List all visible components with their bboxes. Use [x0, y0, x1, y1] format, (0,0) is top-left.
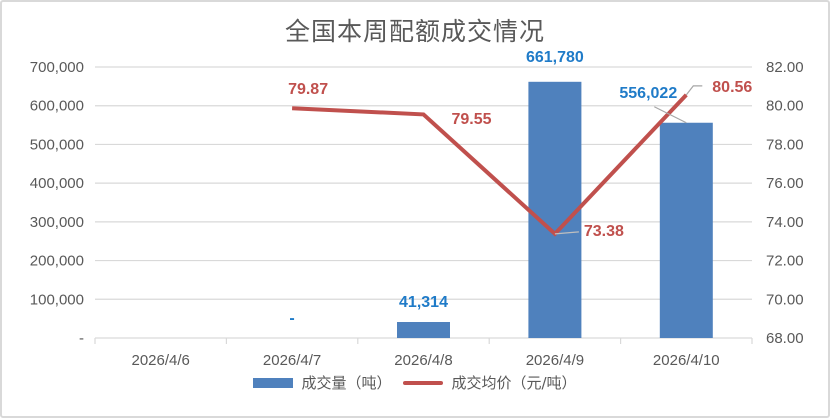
y-right-tick: 78.00: [766, 136, 804, 153]
legend-item-price[interactable]: 成交均价（元/吨）: [403, 372, 577, 393]
bar[interactable]: [659, 122, 713, 338]
bar-data-label: 556,022: [619, 85, 677, 102]
chart-legend: 成交量（吨） 成交均价（元/吨）: [0, 372, 830, 393]
y-right-tick: 68.00: [766, 330, 804, 347]
y-left-tick: 300,000: [30, 214, 84, 231]
y-left-tick: -: [79, 330, 84, 347]
legend-item-volume[interactable]: 成交量（吨）: [253, 372, 391, 393]
y-right-tick: 74.00: [766, 214, 804, 231]
legend-label-volume: 成交量（吨）: [301, 374, 392, 392]
y-right-tick: 80.00: [766, 98, 804, 115]
bar[interactable]: [397, 322, 450, 338]
y-left-tick: 700,000: [30, 59, 84, 76]
y-right-tick: 70.00: [766, 291, 804, 308]
bar[interactable]: [528, 81, 582, 338]
line-data-label: 79.87: [288, 81, 328, 98]
x-tick-label: 2026/4/6: [132, 352, 190, 369]
price-line[interactable]: [292, 93, 688, 237]
line-data-label: 79.55: [451, 111, 491, 128]
y-left-tick: 100,000: [30, 291, 84, 308]
y-right-tick: 82.00: [766, 59, 804, 76]
leader-line: [654, 106, 687, 124]
y-left-tick: 600,000: [30, 98, 84, 115]
line-data-label: 80.56: [712, 79, 752, 96]
y-left-tick: 200,000: [30, 253, 84, 270]
y-right-tick: 76.00: [766, 175, 804, 192]
x-tick-label: 2026/4/7: [263, 352, 321, 369]
x-tick-label: 2026/4/8: [394, 352, 452, 369]
bar-data-label: 661,780: [526, 49, 584, 66]
y-left-tick: 400,000: [30, 175, 84, 192]
bar-data-label: 41,314: [399, 294, 448, 311]
y-right-tick: 72.00: [766, 253, 804, 270]
bar-swatch-icon: [253, 377, 294, 388]
line-data-label: 73.38: [584, 223, 624, 240]
x-tick-label: 2026/4/10: [653, 352, 720, 369]
line-swatch-icon: [403, 380, 444, 385]
bar-data-label: -: [289, 310, 294, 327]
leader-line: [685, 85, 703, 96]
y-left-tick: 500,000: [30, 136, 84, 153]
chart-title: 全国本周配额成交情况: [284, 17, 545, 46]
x-tick-label: 2026/4/9: [526, 352, 584, 369]
leader-line: [554, 231, 579, 235]
legend-label-price: 成交均价（元/吨）: [451, 374, 577, 392]
